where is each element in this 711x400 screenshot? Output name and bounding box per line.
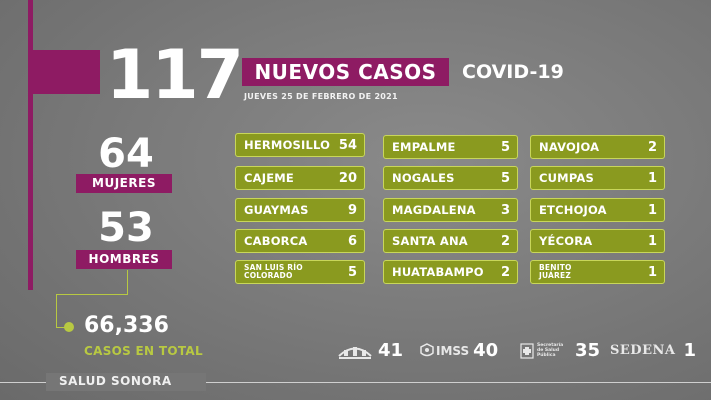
municipality-name: CABORCA: [244, 234, 308, 248]
salud-publica-logo-icon: [520, 342, 534, 359]
municipality-name: HERMOSILLO: [244, 138, 331, 152]
municipality-name: ETCHOJOA: [539, 203, 607, 217]
footer-label-background: [46, 373, 206, 391]
issteson-logo-icon: [338, 346, 372, 359]
municipality-name: NAVOJOA: [539, 140, 600, 154]
women-label: MUJERES: [76, 174, 172, 193]
institution-sedena: SEDENA 1: [610, 340, 696, 361]
women-count: 64: [98, 131, 154, 177]
municipality-name: GUAYMAS: [244, 203, 309, 217]
municipality-name: SANTA ANA: [392, 234, 468, 248]
municipality-name: CUMPAS: [539, 171, 594, 185]
municipality-pill: SAN LUIS RÍO COLORADO 5: [235, 260, 365, 284]
connector-line: [56, 294, 57, 327]
total-cases-count: 66,336: [84, 313, 169, 338]
institution-name: IMSS: [436, 343, 470, 358]
footer-divider: [0, 382, 711, 383]
municipality-pill: CAJEME 20: [235, 166, 365, 190]
municipality-name: MAGDALENA: [392, 203, 476, 217]
municipality-name: SAN LUIS RÍO COLORADO: [244, 263, 303, 280]
institution-count: 35: [575, 340, 601, 361]
municipality-name: CAJEME: [244, 171, 294, 185]
municipality-count: 5: [500, 139, 510, 155]
institution-imss: IMSS 40: [420, 340, 498, 361]
municipality-count: 2: [500, 264, 510, 280]
municipality-pill: GUAYMAS 9: [235, 198, 365, 222]
municipality-count: 2: [647, 139, 657, 155]
municipality-count: 5: [347, 264, 357, 280]
municipality-count: 1: [647, 264, 657, 280]
municipality-pill: BENITO JUÁREZ 1: [530, 260, 665, 284]
municipality-pill: NOGALES 5: [383, 166, 518, 190]
municipality-pill: CUMPAS 1: [530, 166, 665, 190]
total-cases-label: CASOS EN TOTAL: [84, 344, 203, 358]
imss-logo-icon: [420, 342, 434, 356]
connector-line: [127, 270, 128, 294]
institution-count: 41: [378, 340, 404, 361]
connector-dot: [64, 322, 74, 332]
municipality-pill: MAGDALENA 3: [383, 198, 518, 222]
connector-line: [56, 294, 128, 295]
accent-block: [33, 50, 100, 94]
municipality-pill: ETCHOJOA 1: [530, 198, 665, 222]
municipality-pill: SANTA ANA 2: [383, 229, 518, 253]
municipality-name: HUATABAMPO: [392, 265, 484, 279]
municipality-pill: EMPALME 5: [383, 135, 518, 159]
institution-salud-publica: Secretaría de Salud Pública 35: [520, 340, 600, 361]
municipality-count: 9: [347, 202, 357, 218]
institution-count: 1: [683, 340, 696, 361]
municipality-name: BENITO JUÁREZ: [539, 263, 572, 280]
institution-name: Secretaría de Salud Pública: [537, 343, 564, 358]
footer-label: SALUD SONORA: [59, 374, 172, 388]
men-label: HOMBRES: [76, 250, 172, 269]
municipality-pill: HERMOSILLO 54: [235, 133, 365, 157]
accent-vertical-line: [28, 0, 33, 290]
municipality-count: 1: [647, 202, 657, 218]
municipality-name: YÉCORA: [539, 234, 593, 248]
municipality-pill: CABORCA 6: [235, 229, 365, 253]
date-line: JUEVES 25 DE FEBRERO DE 2021: [244, 92, 398, 101]
men-count: 53: [98, 205, 154, 251]
municipality-count: 1: [647, 233, 657, 249]
municipality-count: 1: [647, 170, 657, 186]
title-side: COVID-19: [462, 61, 564, 83]
title-text: NUEVOS CASOS: [254, 60, 437, 84]
title-badge: NUEVOS CASOS: [242, 58, 449, 86]
municipality-count: 3: [500, 202, 510, 218]
municipality-pill: HUATABAMPO 2: [383, 260, 518, 284]
institution-name: SEDENA: [610, 343, 676, 358]
municipality-name: NOGALES: [392, 171, 455, 185]
municipality-name: EMPALME: [392, 140, 456, 154]
institution-count: 40: [473, 340, 499, 361]
municipality-count: 2: [500, 233, 510, 249]
municipality-count: 20: [338, 170, 357, 186]
municipality-count: 5: [500, 170, 510, 186]
municipality-count: 6: [347, 233, 357, 249]
municipality-pill: NAVOJOA 2: [530, 135, 665, 159]
municipality-pill: YÉCORA 1: [530, 229, 665, 253]
institution-issteson: 41: [336, 340, 403, 361]
municipality-count: 54: [338, 137, 357, 153]
connector-line: [56, 327, 66, 328]
total-new-cases: 117: [106, 36, 244, 115]
